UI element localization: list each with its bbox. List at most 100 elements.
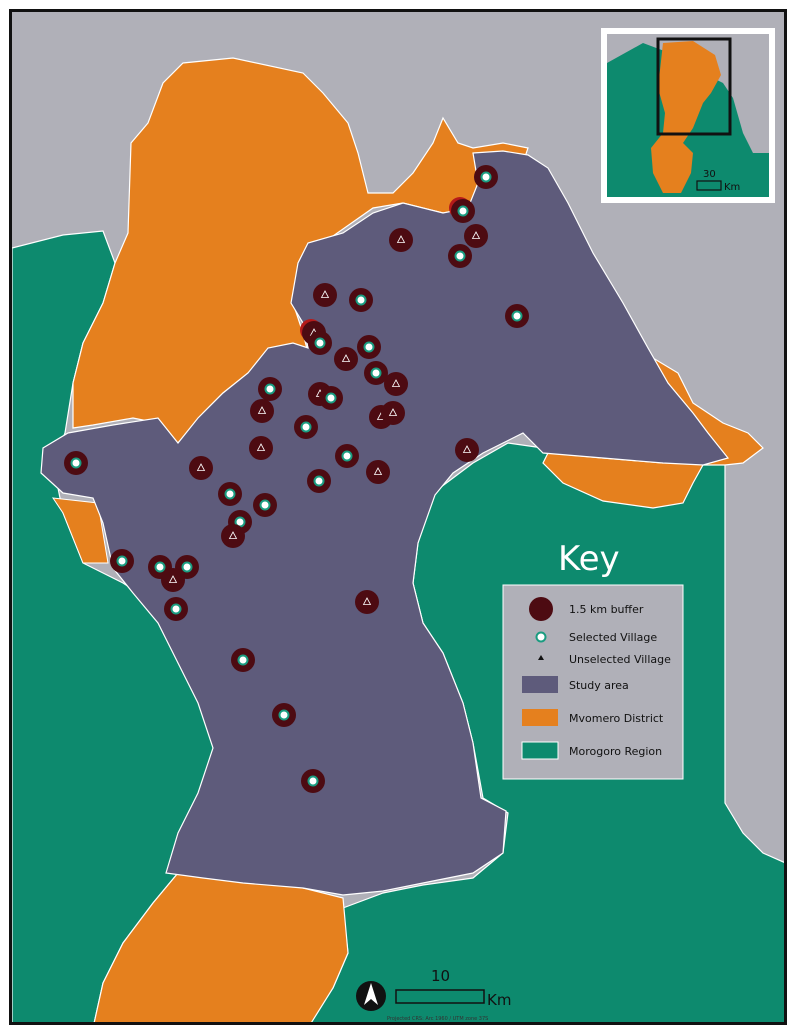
unselected-village-triangle <box>388 408 398 416</box>
unselected-village-marker[interactable] <box>366 460 390 484</box>
legend-study-symbol <box>522 676 558 693</box>
crs-note: Projected CRS: Arc 1960 / UTM zone 37S <box>387 1016 488 1022</box>
selected-village-marker[interactable] <box>364 361 388 385</box>
selected-village-dot <box>70 457 82 469</box>
selected-village-dot <box>170 603 182 615</box>
unselected-village-marker[interactable] <box>464 224 488 248</box>
scale-bar: 10 Km <box>395 967 511 1009</box>
selected-village-dot <box>154 561 166 573</box>
unselected-village-marker[interactable] <box>313 283 337 307</box>
selected-village-dot <box>237 654 249 666</box>
selected-village-dot <box>278 709 290 721</box>
unselected-village-marker[interactable] <box>249 436 273 460</box>
unselected-village-triangle <box>396 235 406 243</box>
inset-district <box>651 41 721 193</box>
selected-village-marker[interactable] <box>110 549 134 573</box>
selected-village-marker[interactable] <box>319 386 343 410</box>
map-canvas[interactable]: 30 Km Key 1.5 km buffer Selected Village… <box>12 12 787 1025</box>
selected-village-dot <box>259 499 271 511</box>
legend-label-study: Study area <box>569 679 629 692</box>
unselected-village-triangle <box>462 445 472 453</box>
selected-village-marker[interactable] <box>335 444 359 468</box>
north-arrow-icon <box>356 981 386 1011</box>
selected-village-marker[interactable] <box>231 648 255 672</box>
selected-village-marker[interactable] <box>349 288 373 312</box>
selected-village-marker[interactable] <box>258 377 282 401</box>
unselected-village-marker[interactable] <box>389 228 413 252</box>
selected-village-dot <box>314 337 326 349</box>
unselected-village-marker[interactable] <box>250 399 274 423</box>
selected-village-dot <box>325 392 337 404</box>
selected-village-dot <box>457 205 469 217</box>
selected-village-marker[interactable] <box>307 469 331 493</box>
unselected-village-triangle <box>391 379 401 387</box>
unselected-village-triangle <box>257 406 267 414</box>
unselected-village-marker[interactable] <box>189 456 213 480</box>
unselected-village-triangle <box>341 354 351 362</box>
unselected-village-marker[interactable] <box>221 524 245 548</box>
selected-village-marker[interactable] <box>357 335 381 359</box>
unselected-village-marker[interactable] <box>355 590 379 614</box>
selected-village-marker[interactable] <box>164 597 188 621</box>
unselected-village-marker[interactable] <box>455 438 479 462</box>
selected-village-dot <box>480 171 492 183</box>
selected-village-dot <box>355 294 367 306</box>
selected-village-dot <box>363 341 375 353</box>
legend-label-region: Morogoro Region <box>569 745 662 758</box>
unselected-village-triangle <box>196 463 206 471</box>
selected-village-dot <box>341 450 353 462</box>
selected-village-marker[interactable] <box>301 769 325 793</box>
unselected-village-triangle <box>320 290 330 298</box>
selected-village-dot <box>454 250 466 262</box>
unselected-village-triangle <box>471 231 481 239</box>
inset-scale-bar <box>696 180 722 191</box>
selected-village-dot <box>264 383 276 395</box>
unselected-village-triangle <box>168 575 178 583</box>
mvomero-district-west-sliver <box>51 497 109 564</box>
scale-bar-value: 10 <box>431 967 450 985</box>
map-frame: 30 Km Key 1.5 km buffer Selected Village… <box>9 9 787 1025</box>
legend-label-district: Mvomero District <box>569 712 664 725</box>
study-area[interactable] <box>40 150 730 896</box>
unselected-village-triangle <box>228 531 238 539</box>
legend-region-symbol <box>521 741 559 760</box>
selected-village-dot <box>116 555 128 567</box>
selected-village-marker[interactable] <box>64 451 88 475</box>
selected-village-marker[interactable] <box>253 493 277 517</box>
legend-label-selected: Selected Village <box>569 631 657 644</box>
legend-district-symbol <box>522 709 558 726</box>
selected-village-marker[interactable] <box>294 415 318 439</box>
selected-village-dot <box>313 475 325 487</box>
scale-bar-rect <box>395 989 485 1004</box>
selected-village-dot <box>370 367 382 379</box>
legend-title: Key <box>558 539 620 579</box>
unselected-village-triangle <box>373 467 383 475</box>
unselected-village-marker[interactable] <box>384 372 408 396</box>
village-layer <box>64 165 529 793</box>
scale-bar-unit: Km <box>487 991 511 1009</box>
unselected-village-triangle <box>362 597 372 605</box>
selected-village-marker[interactable] <box>448 244 472 268</box>
selected-village-marker[interactable] <box>505 304 529 328</box>
legend: 1.5 km buffer Selected Village Unselecte… <box>502 584 684 780</box>
unselected-village-marker[interactable] <box>381 401 405 425</box>
inset-scale-unit: Km <box>724 182 740 193</box>
inset-map: 30 Km <box>601 28 775 203</box>
inset-scale-value: 30 <box>703 169 716 180</box>
legend-label-unselected: Unselected Village <box>569 653 671 666</box>
selected-village-dot <box>300 421 312 433</box>
selected-village-marker[interactable] <box>449 197 475 223</box>
selected-village-dot <box>511 310 523 322</box>
selected-village-dot <box>181 561 193 573</box>
selected-village-marker[interactable] <box>474 165 498 189</box>
unselected-village-marker[interactable] <box>334 347 358 371</box>
selected-village-marker[interactable] <box>272 703 296 727</box>
inset-extent-box <box>656 37 732 136</box>
unselected-village-marker[interactable] <box>161 568 185 592</box>
legend-label-buffer: 1.5 km buffer <box>569 603 644 616</box>
selected-village-dot <box>224 488 236 500</box>
legend-unselected-symbol <box>538 655 544 660</box>
selected-village-marker[interactable] <box>218 482 242 506</box>
selected-village-dot <box>307 775 319 787</box>
selected-village-marker[interactable] <box>308 331 332 355</box>
